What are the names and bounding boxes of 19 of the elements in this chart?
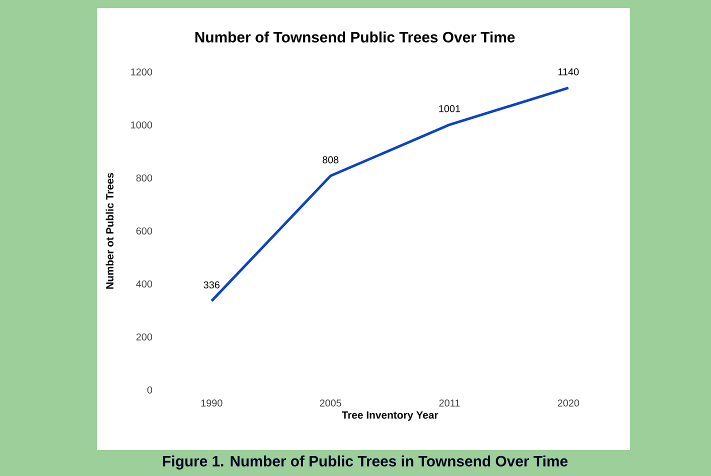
caption: Figure 1. Number of Public Trees in Townsend Over Time	[162, 456, 568, 470]
chart-title: Number of Townsend Public Trees Over Time	[195, 32, 515, 42]
y-tick-label: 1200	[131, 68, 152, 76]
y-tick-label: 1000	[131, 121, 152, 129]
y-tick-label: 0	[147, 386, 152, 394]
y-tick-label: 800	[136, 174, 152, 182]
data-label: 808	[322, 156, 338, 164]
y-tick-label: 400	[136, 280, 152, 288]
y-axis-title: Number ot Public Trees	[106, 172, 114, 289]
x-tick-label: 2005	[320, 400, 342, 407]
y-tick-label: 200	[136, 333, 152, 341]
data-label: 336	[204, 281, 220, 288]
data-label: 1001	[439, 105, 460, 112]
data-label: 1140	[558, 68, 579, 76]
x-tick-label: 2011	[439, 400, 460, 407]
x-tick-label: 2020	[558, 400, 580, 407]
y-tick-label: 600	[136, 227, 152, 235]
x-tick-label: 1990	[201, 400, 222, 407]
x-axis-title: Tree Inventory Year	[342, 411, 438, 421]
